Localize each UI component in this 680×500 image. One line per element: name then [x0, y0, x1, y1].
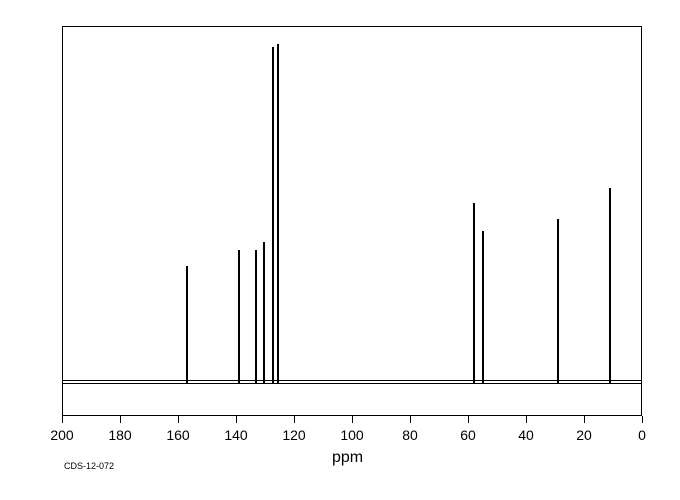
- nmr-peak: [557, 219, 559, 383]
- x-tick: [120, 416, 121, 423]
- baseline: [62, 380, 642, 381]
- x-tick: [294, 416, 295, 423]
- nmr-peak: [272, 47, 274, 382]
- x-tick: [526, 416, 527, 423]
- x-tick: [642, 416, 643, 423]
- x-tick: [584, 416, 585, 423]
- x-axis-label: ppm: [332, 449, 363, 467]
- nmr-peak: [263, 242, 265, 382]
- nmr-peak: [255, 250, 257, 383]
- x-tick: [468, 416, 469, 423]
- baseline: [62, 383, 642, 384]
- x-tick-label: 60: [448, 427, 488, 443]
- x-tick-label: 80: [390, 427, 430, 443]
- x-tick-label: 20: [564, 427, 604, 443]
- x-tick-label: 200: [42, 427, 82, 443]
- sample-id-label: CDS-12-072: [64, 461, 114, 471]
- x-tick: [410, 416, 411, 423]
- x-tick-label: 140: [216, 427, 256, 443]
- nmr-peak: [482, 231, 484, 383]
- x-tick-label: 100: [332, 427, 372, 443]
- x-tick-label: 0: [622, 427, 662, 443]
- x-tick-label: 120: [274, 427, 314, 443]
- nmr-peak: [186, 266, 188, 383]
- plot-area: [62, 26, 642, 416]
- nmr-peak: [277, 44, 279, 383]
- nmr-peak: [609, 188, 611, 383]
- nmr-peak: [238, 250, 240, 383]
- x-tick-label: 180: [100, 427, 140, 443]
- nmr-peak: [473, 203, 475, 382]
- x-tick: [352, 416, 353, 423]
- x-tick: [236, 416, 237, 423]
- x-tick: [62, 416, 63, 423]
- x-tick-label: 160: [158, 427, 198, 443]
- x-tick: [178, 416, 179, 423]
- x-tick-label: 40: [506, 427, 546, 443]
